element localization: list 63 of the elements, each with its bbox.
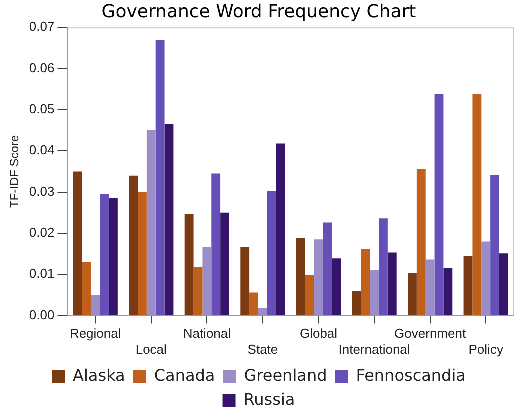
bar	[129, 176, 138, 316]
y-tick-label: 0.03	[29, 184, 55, 199]
bar	[82, 262, 92, 316]
bar	[416, 169, 426, 316]
bar	[156, 40, 165, 316]
bar	[212, 174, 221, 316]
bar	[305, 275, 314, 316]
bar	[220, 212, 230, 316]
x-tick-label: Regional	[70, 326, 122, 342]
bar	[267, 191, 276, 316]
bar	[434, 94, 444, 316]
bar	[482, 242, 491, 316]
chart-title: Governance Word Frequency Chart	[102, 1, 416, 22]
y-axis-title: TF-IDF Score	[8, 135, 22, 208]
y-tick-label: 0.06	[29, 60, 55, 76]
bar	[164, 124, 174, 316]
x-tick-label: International	[338, 342, 410, 357]
bar	[490, 174, 500, 316]
bar	[370, 270, 379, 316]
bar	[202, 247, 212, 316]
bar	[184, 214, 194, 316]
bar	[388, 252, 397, 316]
y-tick-label: 0.07	[29, 19, 55, 34]
bar	[444, 268, 453, 316]
bar	[258, 308, 268, 316]
bar	[138, 192, 147, 316]
bar	[91, 295, 100, 316]
bar	[194, 267, 203, 316]
bar	[499, 254, 508, 316]
legend-label: Fennoscandia	[356, 366, 466, 386]
bar	[332, 258, 342, 316]
x-tick-label: Global	[300, 326, 338, 342]
bar	[146, 130, 156, 316]
bar	[240, 247, 250, 316]
bar	[472, 94, 482, 316]
legend-label: Canada	[154, 366, 216, 386]
x-tick-label: Government	[394, 326, 466, 342]
bar	[323, 222, 332, 316]
bar	[378, 218, 388, 316]
y-tick-label: 0.01	[29, 266, 55, 282]
legend-label: Greenland	[244, 366, 328, 386]
bar	[426, 260, 435, 316]
x-tick-label: National	[183, 326, 232, 342]
x-tick-label: State	[248, 342, 278, 357]
y-tick-label: 0.00	[29, 307, 55, 322]
bar	[73, 172, 82, 316]
bar	[100, 194, 109, 316]
x-tick-label: Policy	[468, 342, 504, 357]
bar	[464, 256, 473, 316]
y-tick-label: 0.02	[29, 225, 55, 240]
x-tick-label: Local	[136, 342, 168, 357]
bar	[276, 144, 286, 316]
bar	[361, 249, 370, 316]
legend-label: Russia	[244, 390, 296, 410]
y-tick-label: 0.05	[29, 102, 55, 117]
legend-label: Alaska	[73, 366, 126, 386]
bar	[408, 273, 417, 316]
bar	[250, 292, 258, 316]
bar	[352, 292, 362, 316]
bar	[314, 240, 324, 316]
bar	[108, 198, 118, 316]
bar	[296, 238, 306, 316]
y-tick-label: 0.04	[29, 142, 55, 158]
